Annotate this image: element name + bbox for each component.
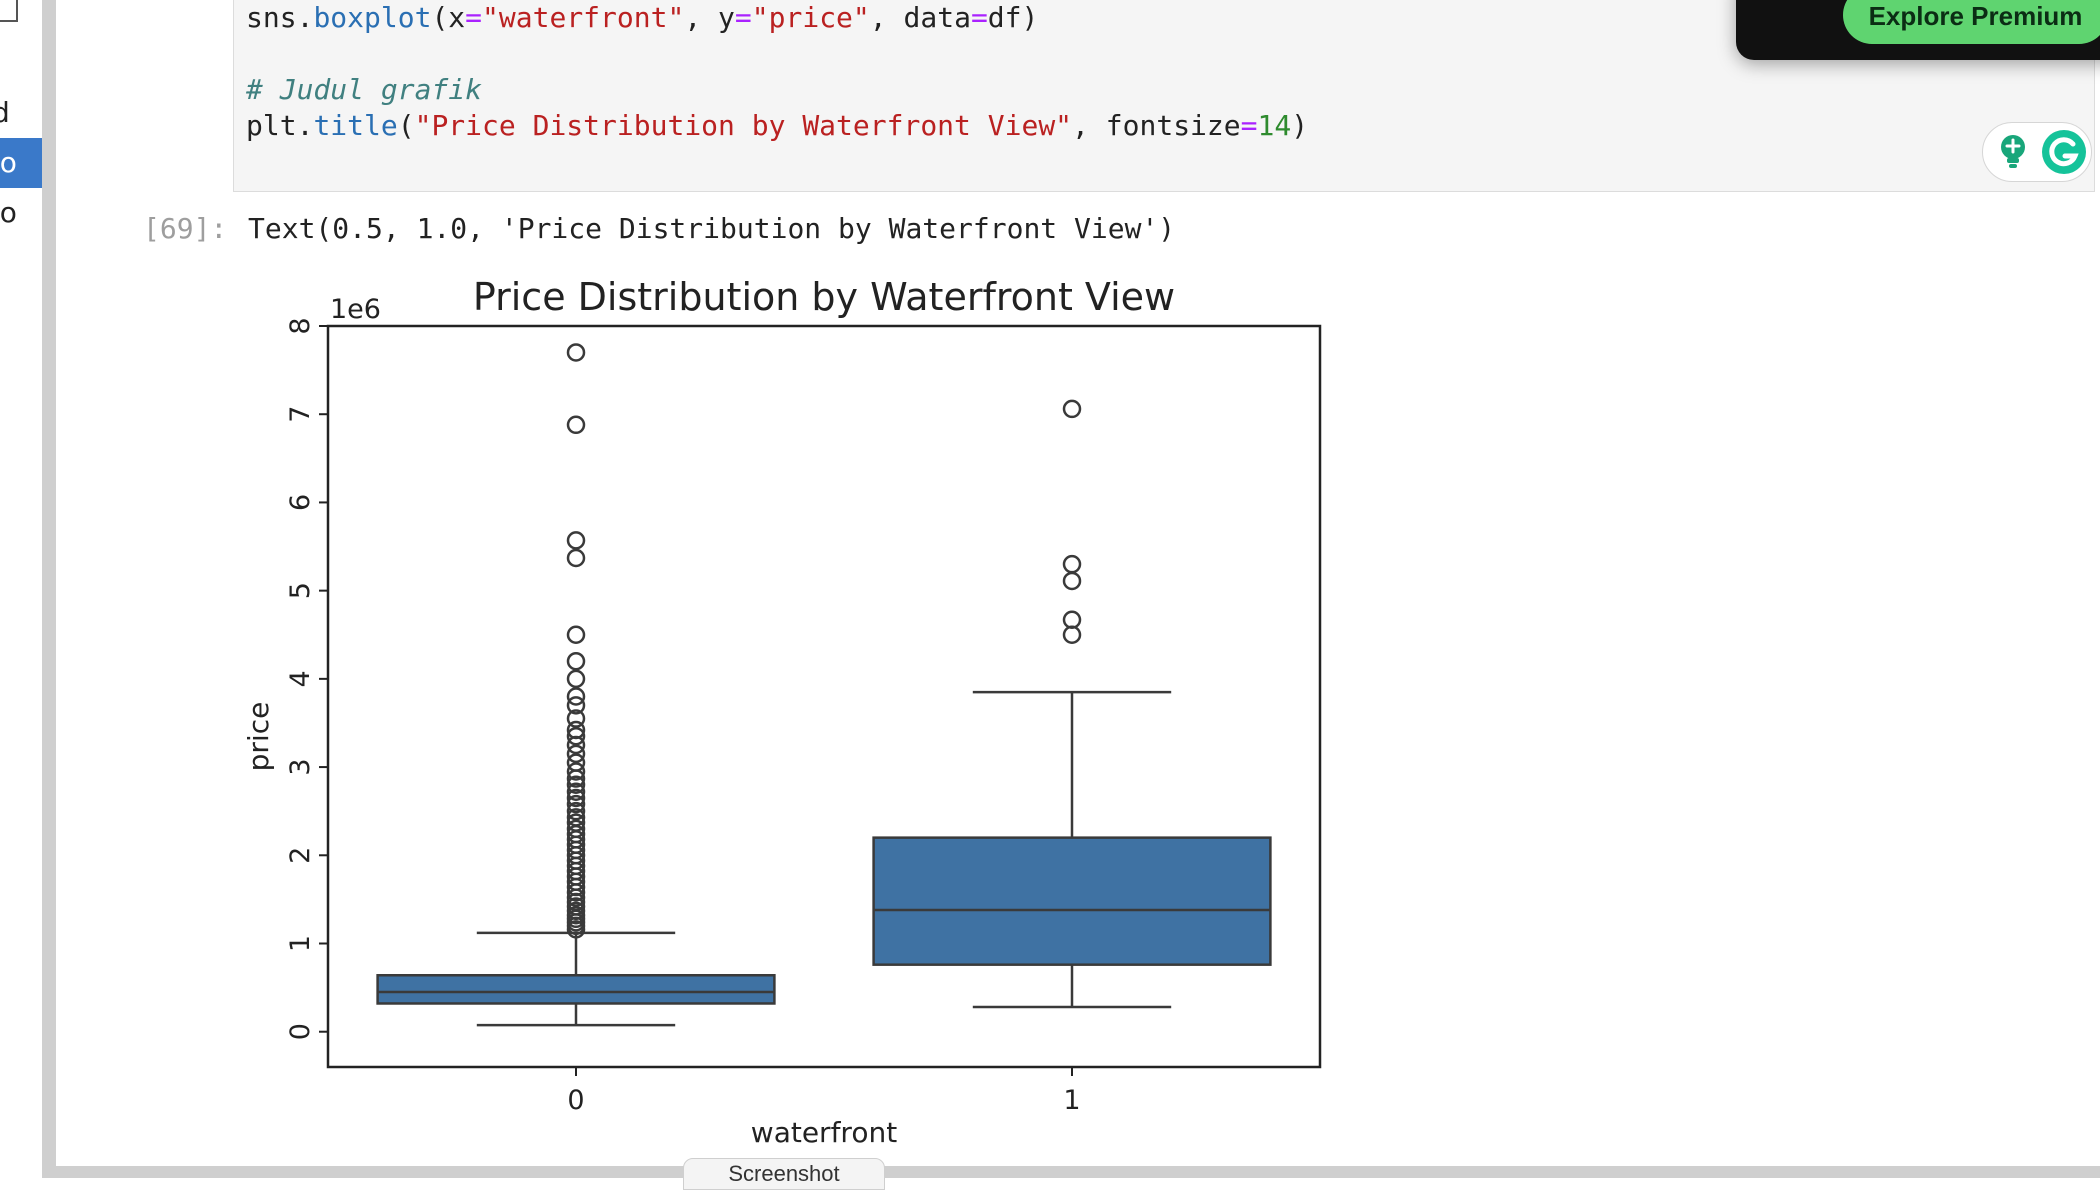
code-token: =: [465, 1, 483, 34]
code-token: 14: [1257, 109, 1292, 142]
outlier-point: [566, 709, 586, 728]
code-token: "Price Distribution by Waterfront View": [414, 109, 1073, 142]
chart-title: Price Distribution by Waterfront View: [473, 275, 1175, 319]
code-token: (: [397, 109, 415, 142]
file-item-3[interactable]: lo: [0, 188, 42, 238]
outlier-point: [566, 669, 586, 689]
outlier-point: [566, 883, 586, 902]
outlier-point: [566, 548, 586, 568]
y-scale-label: 1e6: [330, 294, 381, 325]
outlier-point: [566, 801, 586, 821]
outlier-point: [566, 920, 586, 939]
code-token: sns.: [246, 1, 314, 34]
outlier-point: [566, 788, 586, 808]
y-tick-label: 2: [285, 847, 316, 864]
grammarly-g-icon[interactable]: [2041, 129, 2087, 175]
code-token: "price": [751, 1, 870, 34]
box-iqr: [872, 836, 1272, 966]
code-token: =: [734, 1, 752, 34]
code-token: , fontsize: [1072, 109, 1241, 142]
outlier-point: [566, 775, 586, 794]
checkbox-fragment[interactable]: [0, 0, 18, 22]
box-iqr: [376, 974, 776, 1005]
code-token: , y: [684, 1, 735, 34]
code-token: df): [987, 1, 1039, 34]
panel-resize-handle[interactable]: [42, 0, 56, 1178]
y-tick-label: 1: [285, 935, 316, 952]
y-tick-label: 7: [285, 406, 316, 423]
code-line-title: plt.title("Price Distribution by Waterfr…: [246, 109, 1308, 142]
code-token: title: [313, 109, 398, 142]
code-token: boxplot: [313, 1, 432, 34]
outlier-point: [566, 762, 586, 781]
outlier-point: [566, 687, 586, 706]
output-prompt: [69]:: [143, 212, 228, 245]
file-item-label: d: [0, 96, 10, 129]
y-tick-label: 3: [285, 758, 316, 775]
file-item-label: lo: [0, 196, 17, 229]
file-browser-strip: d lo lo: [0, 0, 42, 1178]
code-comment: # Judul grafik: [246, 73, 483, 106]
code-token: =: [1240, 109, 1258, 142]
outlier-point: [1062, 571, 1082, 591]
outlier-point: [566, 744, 586, 764]
y-axis: 0 1 2 3 4 5 6 7 8: [285, 317, 328, 1040]
outlier-point: [566, 531, 586, 550]
outlier-point: [566, 794, 586, 814]
outlier-point: [566, 782, 586, 802]
y-tick-label: 6: [285, 494, 316, 511]
outlier-point: [566, 726, 586, 746]
lightbulb-icon[interactable]: [1997, 133, 2029, 171]
outlier-point: [566, 625, 586, 644]
boxplot-chart: Price Distribution by Waterfront View 1e…: [242, 275, 1322, 1149]
grammarly-widget[interactable]: [1982, 122, 2092, 182]
code-token: (x: [431, 1, 466, 34]
y-tick-label: 8: [285, 317, 316, 334]
code-token: ): [1291, 109, 1309, 142]
outlier-point: [566, 735, 586, 755]
x-tick-label: 1: [1063, 1085, 1080, 1116]
outlier-point: [566, 343, 586, 362]
code-token: , data: [869, 1, 971, 34]
outlier-point: [1062, 610, 1082, 630]
y-tick-label: 4: [285, 670, 316, 687]
file-item-label: lo: [0, 146, 17, 179]
outlier-point: [1062, 625, 1082, 644]
screenshot-tab[interactable]: Screenshot: [683, 1158, 885, 1190]
file-item-1[interactable]: d: [0, 88, 42, 138]
axes-frame: [326, 324, 1322, 1069]
horizontal-scrollbar[interactable]: [42, 1166, 2100, 1178]
outlier-point: [566, 696, 586, 715]
x-tick-label: 0: [567, 1085, 584, 1116]
output-text: Text(0.5, 1.0, 'Price Distribution by Wa…: [248, 212, 1176, 245]
y-axis-label: price: [242, 702, 275, 772]
x-axis-label: waterfront: [751, 1116, 897, 1149]
outlier-point: [1062, 399, 1082, 419]
explore-premium-button[interactable]: Explore Premium: [1843, 0, 2100, 44]
file-item-2-selected[interactable]: lo: [0, 138, 42, 188]
plot-area: [376, 343, 1272, 1027]
code-line-boxplot: sns.boxplot(x="waterfront", y="price", d…: [246, 1, 1038, 34]
code-token: plt.: [246, 109, 314, 142]
y-tick-label: 5: [285, 582, 316, 599]
code-token: "waterfront": [482, 1, 685, 34]
y-tick-label: 0: [285, 1023, 316, 1040]
outlier-point: [1062, 554, 1082, 574]
code-token: =: [970, 1, 988, 34]
outlier-point: [566, 769, 586, 788]
outlier-point: [566, 415, 586, 435]
outlier-point: [566, 651, 586, 671]
